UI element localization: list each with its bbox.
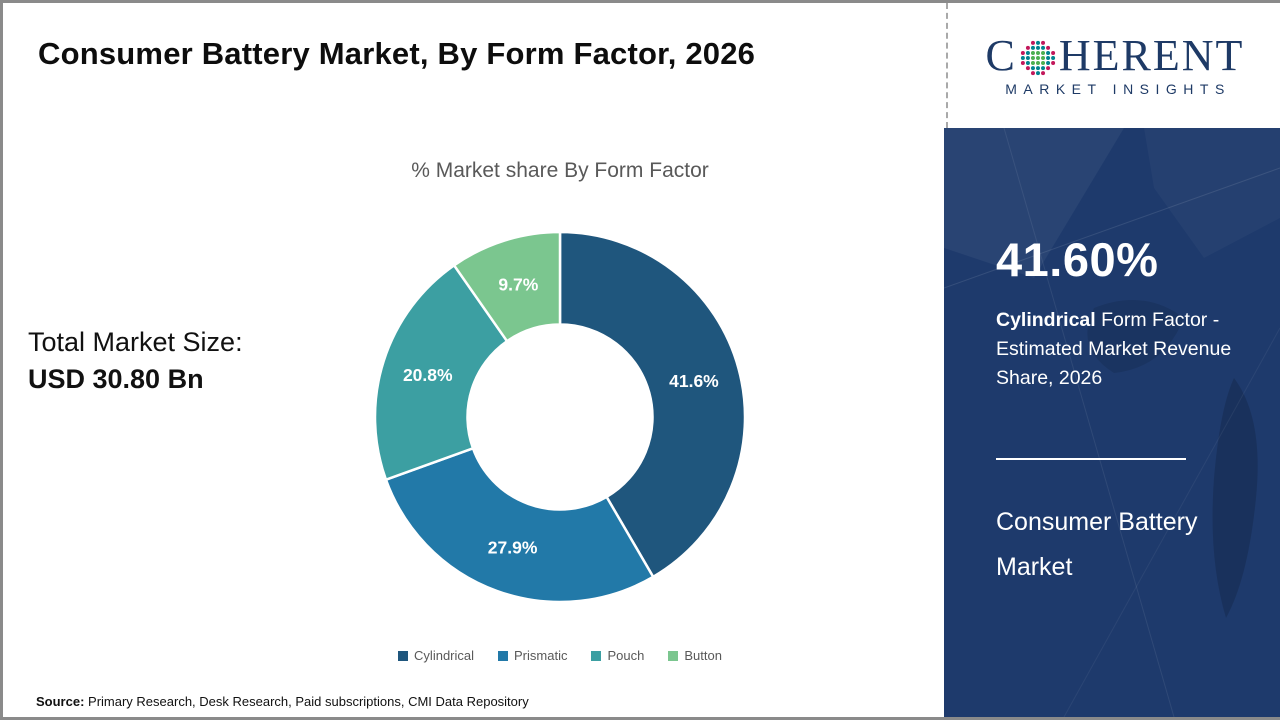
source-line: Source: Primary Research, Desk Research,… [36, 694, 529, 709]
logo-wordmark: C HERENT [986, 34, 1245, 78]
donut-label-prismatic: 27.9% [488, 537, 538, 557]
legend-swatch-icon [398, 650, 409, 661]
legend-item-cylindrical: Cylindrical [398, 648, 474, 663]
legend-swatch-icon [591, 650, 602, 661]
sidebar-highlight-description: Cylindrical Form Factor - Estimated Mark… [996, 306, 1254, 393]
legend-swatch-icon [498, 650, 509, 661]
donut-label-button: 9.7% [498, 275, 538, 295]
company-logo: C HERENT MARKET INSIGHTS [950, 3, 1280, 128]
logo-letter-c: C [985, 31, 1017, 80]
donut-label-pouch: 20.8% [403, 365, 453, 385]
logo-subtitle: MARKET INSIGHTS [1005, 81, 1231, 97]
total-market-size-value: USD 30.80 Bn [28, 364, 204, 394]
sidebar-highlight-value: 41.60% [996, 233, 1159, 286]
donut-segment-pouch [373, 264, 509, 481]
chart-legend: Cylindrical Prismatic Pouch Button [250, 648, 870, 663]
legend-item-button: Button [668, 648, 722, 663]
highlight-sidebar: 41.60% Cylindrical Form Factor - Estimat… [944, 128, 1280, 717]
donut-segment-prismatic [384, 447, 655, 604]
donut-label-cylindrical: 41.6% [669, 371, 719, 391]
donut-chart-svg: 41.6% 27.9% 20.8% 9.7% [373, 230, 747, 604]
legend-item-prismatic: Prismatic [498, 648, 567, 663]
logo-globe-icon [1020, 40, 1056, 76]
donut-segment-cylindrical [558, 230, 747, 579]
world-map-decoration [944, 128, 1280, 717]
donut-segment-button [452, 230, 562, 343]
donut-chart: 41.6% 27.9% 20.8% 9.7% [360, 212, 760, 622]
source-label: Source: [36, 694, 85, 709]
sidebar-highlight-segment: Cylindrical [996, 309, 1096, 331]
page-title: Consumer Battery Market, By Form Factor,… [38, 36, 756, 71]
total-market-size: Total Market Size: USD 30.80 Bn [28, 324, 243, 398]
legend-label: Prismatic [514, 648, 568, 663]
sidebar-divider [996, 458, 1186, 460]
sidebar-report-name: Consumer Battery Market [996, 508, 1198, 581]
legend-label: Pouch [607, 648, 645, 663]
total-market-size-label: Total Market Size: [28, 327, 243, 357]
logo-separator-dashed-line [946, 3, 948, 128]
legend-swatch-icon [668, 650, 679, 661]
legend-item-pouch: Pouch [591, 648, 644, 663]
logo-letters-rest: HERENT [1058, 31, 1245, 80]
sidebar-highlight-rest: Form Factor - Estimated Market Revenue S… [996, 309, 1232, 389]
source-text: Primary Research, Desk Research, Paid su… [84, 694, 529, 709]
legend-label: Button [684, 648, 722, 663]
legend-label: Cylindrical [414, 648, 475, 663]
chart-title: % Market share By Form Factor [411, 159, 709, 182]
